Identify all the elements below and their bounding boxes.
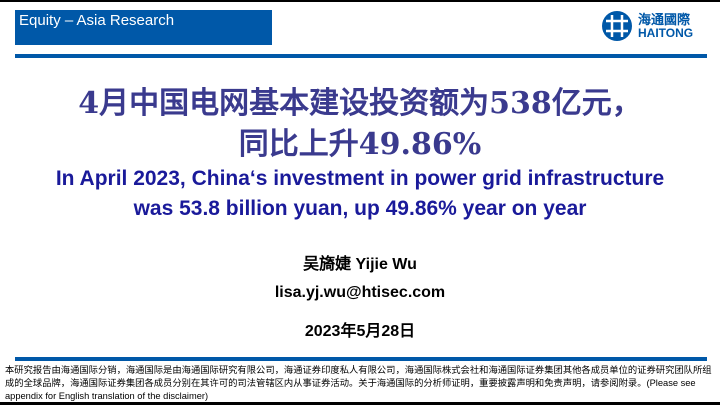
title-en-line2: was 53.8 billion yuan, up 49.86% year on… [133, 197, 587, 220]
disclaimer-en: (Please see appendix for English transla… [5, 378, 696, 401]
header-divider [15, 54, 707, 58]
logo-cn: 海通國際 [638, 11, 691, 27]
top-border [0, 0, 720, 2]
logo-en: HAITONG [638, 25, 694, 40]
bottom-border [0, 402, 720, 405]
title-en-line1: In April 2023, China‘s investment in pow… [55, 167, 665, 190]
title-cn-line2: 同比上升49.86% [238, 127, 482, 162]
footer-divider [15, 357, 707, 361]
section-label: Equity – Asia Research [15, 10, 272, 45]
disclaimer: 本研究报告由海通国际分销，海通国际是由海通国际研究有限公司，海通证券印度私人有限… [5, 364, 717, 403]
haitong-logo: 海通國際 HAITONG [600, 8, 708, 44]
title-cn-line1: 4月中国电网基本建设投资额为538亿元， [78, 86, 642, 121]
report-date: 2023年5月28日 [304, 323, 416, 340]
haitong-emblem-icon [602, 11, 632, 41]
author: 吴旖婕 Yijie Wu [303, 256, 417, 273]
author-email[interactable]: lisa.yj.wu@htisec.com [274, 284, 446, 301]
disclaimer-cn: 本研究报告由海通国际分销，海通国际是由海通国际研究有限公司，海通证券印度私人有限… [5, 365, 712, 389]
